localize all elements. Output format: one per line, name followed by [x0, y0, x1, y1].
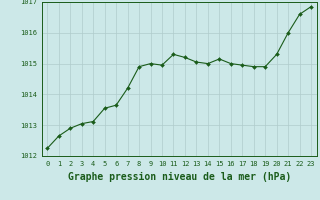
X-axis label: Graphe pression niveau de la mer (hPa): Graphe pression niveau de la mer (hPa): [68, 172, 291, 182]
